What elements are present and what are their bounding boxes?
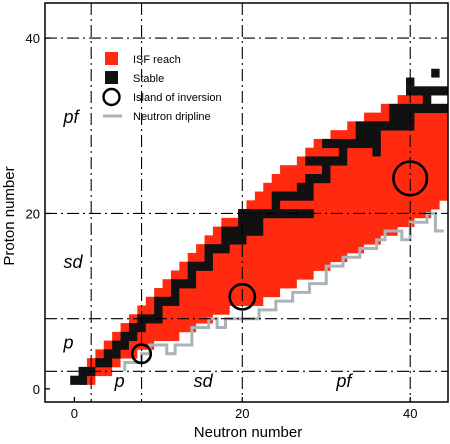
stable-isotope — [406, 77, 415, 87]
shell-region-label: p — [114, 371, 125, 391]
legend-swatch — [105, 71, 118, 84]
isf-reach-row — [196, 244, 365, 254]
y-tick-label: 20 — [26, 206, 40, 221]
plot-border — [44, 2, 449, 403]
region-labels: pf sd p p sd pf — [62, 107, 353, 391]
stable-row — [238, 217, 264, 228]
stable-row — [204, 252, 213, 263]
isf-reach-row — [280, 165, 448, 175]
stable-row — [338, 147, 348, 157]
plot-frame: 0 20 40 0 20 40 — [26, 2, 449, 421]
legend-swatch — [105, 52, 118, 65]
stable-row — [305, 156, 348, 166]
isf-reach-row — [187, 252, 348, 263]
stable-row — [322, 165, 331, 175]
stable-row — [221, 235, 247, 245]
stable-row — [112, 340, 129, 350]
isf-reach-row — [271, 174, 448, 184]
shell-region-label: pf — [62, 107, 80, 127]
data-layer — [70, 68, 448, 385]
isf-reach-row — [162, 279, 297, 289]
legend-label: Stable — [133, 73, 164, 85]
stable-row — [170, 288, 180, 298]
stable-isotope — [431, 68, 440, 78]
stable-row — [187, 261, 213, 271]
isf-reach-row — [103, 340, 155, 350]
stable-row — [355, 121, 415, 131]
isf-reach-row — [137, 305, 230, 315]
legend-swatch — [102, 87, 121, 107]
magic-number-lines — [45, 3, 448, 402]
stable-row — [271, 200, 281, 210]
isf-reach-row — [112, 331, 180, 342]
x-axis-title: Neutron number — [194, 424, 302, 441]
shell-region-label: sd — [63, 252, 83, 272]
y-axis-title: Proton number — [1, 166, 18, 265]
shell-region-label: pf — [335, 371, 353, 391]
isf-reach-row — [221, 217, 415, 228]
legend-label: Neutron dripline — [133, 111, 211, 123]
isf-reach-row — [120, 323, 197, 333]
isf-reach-row — [212, 226, 398, 236]
x-tick-label: 0 — [71, 406, 78, 421]
stable-row — [204, 244, 230, 254]
x-tick-label: 20 — [235, 406, 249, 421]
stable-row — [78, 366, 96, 377]
stable-row — [389, 103, 448, 114]
stable-row — [406, 86, 448, 96]
isf-reach-row — [397, 95, 432, 105]
isf-reach-row — [263, 182, 448, 192]
isf-reach-row — [145, 296, 264, 306]
stable-row — [322, 138, 381, 149]
shell-region-label: sd — [194, 371, 214, 391]
isf-reach-row — [204, 235, 381, 245]
isf-reach-row — [154, 288, 281, 298]
legend-label: Island of inversion — [133, 92, 222, 104]
stable-row — [70, 375, 87, 385]
stable-row — [271, 191, 314, 201]
legend-label: ISF reach — [133, 54, 181, 66]
isf-reach-row — [78, 375, 96, 385]
isf-reach-row — [246, 200, 440, 210]
stable-row — [103, 349, 121, 359]
stable-row — [128, 323, 146, 333]
isf-reach-row — [128, 314, 213, 324]
legend: ISF reach Stable Island of inversion Neutro… — [102, 52, 222, 123]
y-tick-label: 40 — [26, 31, 40, 46]
neutron-dripline — [123, 211, 444, 372]
stable-row — [305, 174, 331, 184]
stable-row — [170, 279, 197, 289]
stable-row — [120, 331, 138, 342]
isf-reach-row — [254, 191, 448, 201]
stable-isotope — [372, 147, 381, 157]
isf-reach-row — [296, 156, 448, 166]
stable-row — [95, 358, 113, 368]
stable-row — [154, 296, 180, 306]
stable-row — [389, 112, 415, 122]
shell-region-label: p — [62, 333, 73, 353]
stable-row — [355, 130, 381, 140]
stable-row — [296, 182, 314, 192]
y-tick-label: 0 — [33, 382, 40, 397]
stable-row — [422, 95, 432, 105]
stable-row — [154, 305, 163, 315]
isf-reach-row — [330, 130, 448, 140]
isf-reach-row — [179, 261, 331, 271]
x-tick-label: 40 — [403, 406, 417, 421]
stable-row — [187, 270, 197, 280]
